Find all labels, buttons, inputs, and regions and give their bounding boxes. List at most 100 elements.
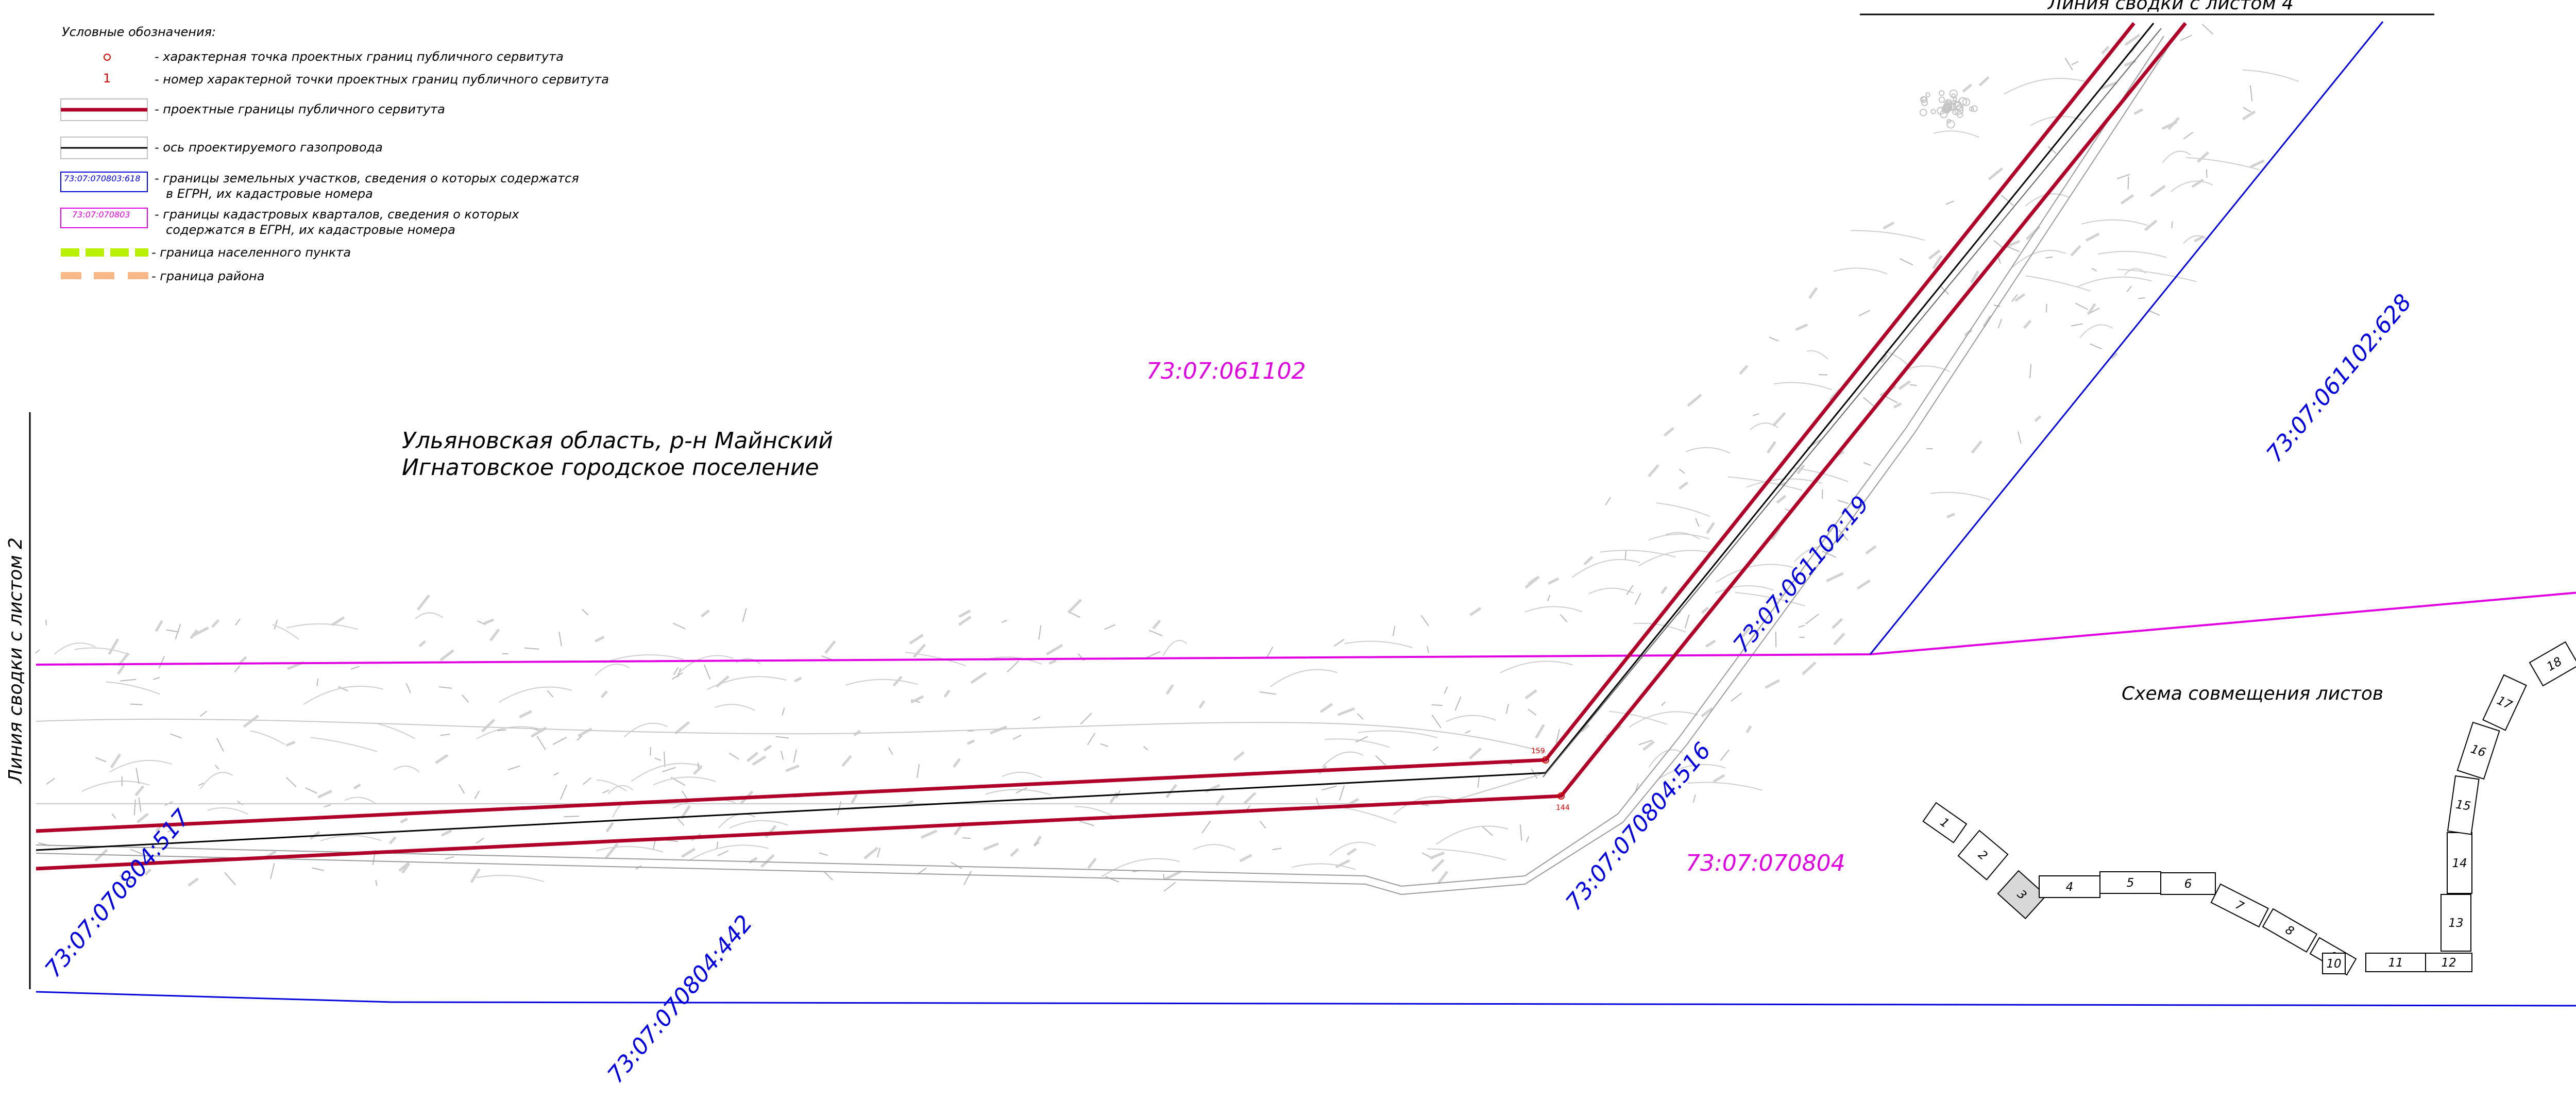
contour-line <box>207 807 248 815</box>
topo-mark <box>2249 85 2253 101</box>
topo-mark <box>888 747 893 755</box>
topo-mark <box>681 790 688 799</box>
legend-magenta-box-text: 73:07:070803 <box>72 210 130 219</box>
topo-elevation-mark <box>1469 747 1482 760</box>
sheet-rect <box>2262 908 2318 953</box>
topo-elevation-mark <box>1739 365 1749 375</box>
topo-elevation-mark <box>1583 555 1594 566</box>
topo-mark <box>1605 497 1611 505</box>
sheet-cell: 12 <box>2425 953 2472 972</box>
sheet-rect <box>2482 674 2527 731</box>
topo-mark <box>671 672 683 680</box>
topo-mark <box>1753 413 1759 416</box>
topo-elevation-mark <box>760 854 775 868</box>
contour-line <box>728 820 788 829</box>
topo-elevation-mark <box>190 629 198 639</box>
topo-mark <box>130 703 143 705</box>
topo-elevation-mark <box>1701 606 1709 614</box>
topo-mark <box>1477 775 1480 788</box>
sheet-number: 13 <box>2448 917 2463 930</box>
topo-elevation-mark <box>2026 225 2041 241</box>
topo-elevation-mark <box>353 783 361 790</box>
tree-symbol <box>1954 106 1964 115</box>
tree-symbol <box>1953 97 1957 101</box>
sheet-cell: 3 <box>1997 870 2047 920</box>
sheet-rect <box>2447 775 2480 835</box>
topo-mark <box>1465 730 1471 734</box>
topo-elevation-mark <box>2161 121 2178 130</box>
topo-mark <box>375 879 378 886</box>
contour-line <box>2098 250 2167 258</box>
topo-elevation-mark <box>1319 703 1333 713</box>
topo-elevation-mark <box>921 830 938 839</box>
topo-mark <box>477 620 486 625</box>
topo-mark <box>1624 550 1627 560</box>
topo-elevation-mark <box>910 695 924 704</box>
contour-line <box>344 797 376 804</box>
topo-mark <box>237 801 243 806</box>
topo-mark <box>1560 614 1568 622</box>
topo-mark <box>2045 304 2047 313</box>
legend-title: Условные обозначения: <box>62 25 216 39</box>
contour-line <box>905 652 966 667</box>
topo-mark <box>781 751 784 760</box>
topo-mark <box>1858 310 1870 316</box>
topo-mark <box>1997 318 2002 329</box>
topo-mark <box>1519 824 1522 841</box>
sheet-rect <box>1997 870 2047 920</box>
contour-line <box>200 772 233 789</box>
topo-mark <box>1547 595 1551 602</box>
topo-elevation-mark <box>1524 689 1537 700</box>
topo-mark <box>1731 692 1742 702</box>
topo-mark <box>536 736 546 750</box>
topo-elevation-mark <box>2101 45 2110 55</box>
topo-mark <box>582 608 589 616</box>
contour-line <box>2077 276 2152 287</box>
topo-mark <box>775 736 789 739</box>
topo-elevation-mark <box>1664 427 1674 437</box>
topo-mark <box>1015 787 1028 793</box>
topo-mark <box>198 783 204 786</box>
topo-elevation-mark <box>851 794 858 804</box>
topo-elevation-mark <box>1776 495 1787 504</box>
pipeline-axis-offset <box>1543 28 2162 777</box>
tree-symbol <box>1951 100 1956 106</box>
topo-elevation-mark <box>211 619 220 628</box>
topo-elevation-mark <box>2191 178 2204 188</box>
parcel-boundary-south <box>36 991 2576 1007</box>
contour-line <box>476 874 545 883</box>
sheet-cell: 15 <box>2447 775 2480 835</box>
sheet-number: 4 <box>2066 881 2074 894</box>
topo-mark <box>1822 550 1836 558</box>
contour-line <box>1162 640 1188 656</box>
topo-mark <box>130 849 145 856</box>
topo-mark <box>704 664 711 680</box>
legend-item-label: - граница населенного пункта <box>151 245 351 260</box>
topo-mark <box>1454 696 1462 711</box>
topo-elevation-mark <box>1741 627 1751 637</box>
topo-elevation-mark <box>94 849 108 862</box>
legend-item-label: - границы кадастровых кварталов, сведени… <box>155 207 519 222</box>
topo-elevation-mark <box>967 739 975 745</box>
topo-mark <box>1001 620 1007 623</box>
topo-mark <box>111 813 116 819</box>
topo-elevation-mark <box>1437 871 1448 885</box>
topo-mark <box>1100 743 1109 747</box>
topo-mark <box>138 797 142 812</box>
topo-mark <box>459 784 465 794</box>
contour-line <box>2081 219 2148 226</box>
sheet-rect <box>2039 875 2100 898</box>
topo-mark <box>1032 716 1041 721</box>
topo-mark <box>234 665 241 673</box>
topo-elevation-mark <box>1978 76 1990 87</box>
topo-mark <box>2180 35 2192 41</box>
topo-mark <box>35 649 40 654</box>
contour-line <box>286 623 359 630</box>
topo-mark <box>405 683 411 693</box>
contour-line <box>1904 365 1950 373</box>
topo-elevation-mark <box>2111 352 2118 360</box>
sheet-cell: 6 <box>2160 872 2216 895</box>
sheet-number: 6 <box>2184 877 2192 891</box>
topo-mark <box>552 737 567 745</box>
topo-mark <box>1945 200 1955 205</box>
